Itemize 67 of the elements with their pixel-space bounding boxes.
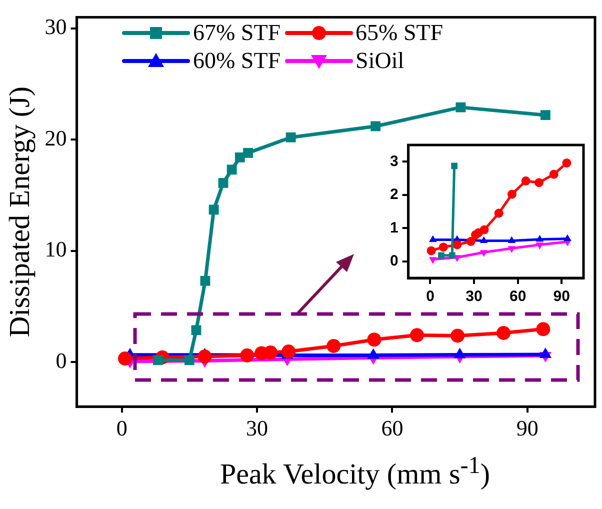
- point: [480, 250, 488, 257]
- point: [218, 178, 228, 188]
- y-tick-label: 0: [390, 252, 398, 270]
- point: [450, 328, 465, 343]
- point: [208, 204, 219, 215]
- legend-label: 60% STF: [193, 48, 281, 74]
- y-tick-label: 30: [44, 14, 67, 40]
- legend-label: 65% STF: [356, 20, 444, 46]
- point: [494, 208, 504, 218]
- point: [428, 235, 437, 242]
- x-tick-label: 30: [466, 288, 482, 306]
- x-tick-label: 90: [516, 416, 538, 441]
- point: [508, 246, 516, 253]
- point: [428, 257, 437, 264]
- legend-label: 67% STF: [193, 20, 281, 46]
- y-tick-label: 20: [44, 125, 67, 150]
- x-tick-label: 0: [116, 416, 128, 441]
- x-tick-label: 90: [553, 288, 570, 306]
- y-tick-label: 3: [390, 152, 398, 170]
- point: [243, 148, 253, 158]
- y-axis-title: Dissipated Energy (J): [4, 86, 36, 338]
- y-tick-label: 0: [56, 348, 67, 373]
- point: [191, 325, 202, 336]
- x-axis-title: Peak Velocity (mm s$^{-1}$): [218, 452, 492, 492]
- point: [286, 132, 296, 142]
- point: [370, 121, 381, 132]
- point: [480, 225, 489, 234]
- point: [536, 234, 544, 242]
- point: [226, 164, 237, 175]
- point: [536, 242, 544, 250]
- point: [496, 326, 511, 340]
- point: [200, 276, 210, 286]
- point: [448, 252, 456, 259]
- point: [549, 170, 558, 179]
- point: [367, 332, 382, 347]
- x-tick-label: 0: [426, 288, 434, 306]
- point: [507, 190, 516, 199]
- point: [326, 338, 341, 353]
- x-tick-label: 60: [509, 288, 526, 306]
- point: [282, 344, 296, 359]
- y-tick-label: 2: [390, 186, 398, 204]
- point: [521, 176, 530, 186]
- point: [540, 110, 550, 120]
- point: [564, 234, 572, 242]
- x-tick-label: 30: [246, 416, 268, 441]
- point: [240, 348, 254, 362]
- point: [466, 236, 476, 246]
- y-tick-label: 1: [390, 219, 398, 236]
- y-tick-label: 10: [44, 236, 67, 262]
- point: [118, 352, 132, 366]
- legend-label: SiOil: [356, 48, 404, 74]
- point: [410, 328, 424, 342]
- x-tick-label: 60: [381, 416, 404, 441]
- point: [451, 162, 458, 170]
- point: [480, 236, 488, 244]
- point: [426, 246, 436, 256]
- point: [198, 350, 212, 364]
- point: [438, 252, 444, 259]
- point: [536, 322, 550, 336]
- point: [438, 242, 448, 252]
- point: [264, 346, 278, 360]
- point: [456, 102, 466, 112]
- point: [184, 355, 194, 366]
- point: [562, 158, 572, 168]
- point: [534, 178, 544, 188]
- point: [508, 236, 516, 244]
- point: [452, 240, 462, 250]
